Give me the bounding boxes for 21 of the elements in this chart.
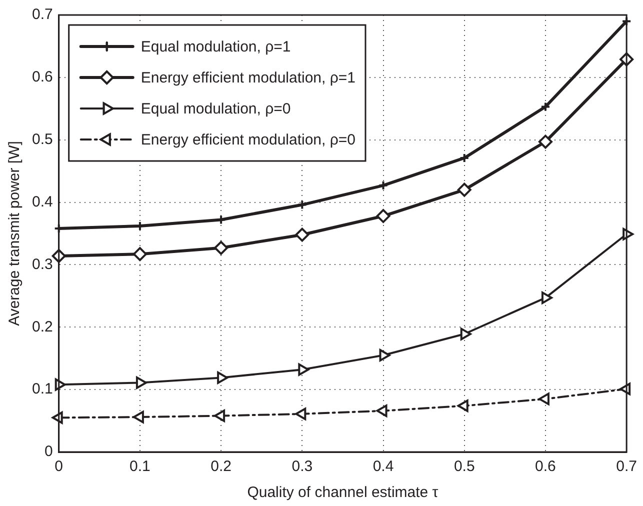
y-tick-label: 0 — [44, 443, 53, 460]
legend-label: Equal modulation, ρ=0 — [140, 100, 291, 118]
legend-label: Equal modulation, ρ=1 — [140, 38, 291, 56]
x-tick-label: 0.2 — [210, 458, 232, 476]
x-tick-label: 0.1 — [130, 458, 150, 476]
y-tick-label: 0.3 — [32, 256, 53, 273]
legend-label: Energy efficient modulation, ρ=0 — [140, 132, 356, 149]
legend-label: Energy efficient modulation, ρ=1 — [140, 70, 356, 87]
y-axis-title: Average transmit power [W] — [6, 141, 24, 326]
y-tick-label: 0.4 — [32, 193, 53, 210]
x-tick-label: 0.3 — [292, 458, 313, 476]
y-tick-label: 0.2 — [32, 318, 53, 336]
x-tick-label: 0.4 — [372, 458, 394, 476]
x-tick-label: 0.7 — [616, 458, 638, 476]
y-tick-label: 0.5 — [32, 131, 53, 148]
y-tick-label: 0.7 — [32, 6, 53, 24]
x-axis-title: Quality of channel estimate τ — [247, 484, 438, 502]
x-tick-label: 0.6 — [535, 458, 556, 476]
x-tick-label: 0.5 — [454, 458, 475, 476]
y-tick-label: 0.1 — [32, 380, 53, 398]
y-tick-label: 0.6 — [32, 68, 53, 86]
